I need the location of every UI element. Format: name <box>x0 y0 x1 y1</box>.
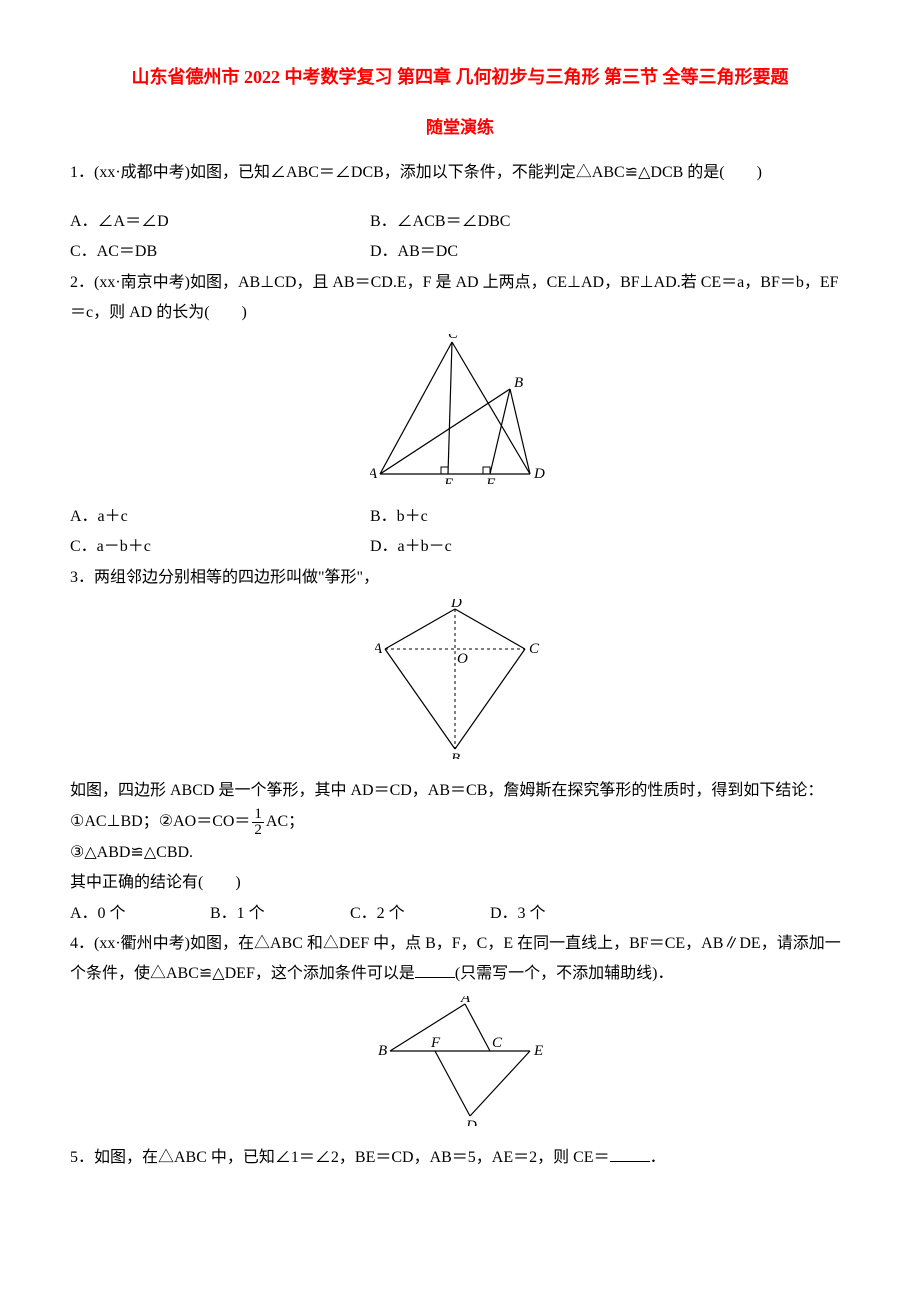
q2-optD: D．a＋b－c <box>370 532 850 562</box>
q4-stem-post: (只需写一个，不添加辅助线)． <box>455 965 674 982</box>
blank-fill <box>610 1145 650 1162</box>
q2-stem: 2．(xx·南京中考)如图，AB⊥CD，且 AB＝CD.E，F 是 AD 上两点… <box>70 268 850 329</box>
svg-text:B: B <box>451 751 460 759</box>
q4-stem: 4．(xx·衢州中考)如图，在△ABC 和△DEF 中，点 B，F，C，E 在同… <box>70 929 850 990</box>
q3-optD: D．3 个 <box>490 899 630 929</box>
q2-row1: A．a＋c B．b＋c <box>70 502 850 532</box>
q1-optD: D．AB＝DC <box>370 237 850 267</box>
title-main: 山东省德州市 2022 中考数学复习 第四章 几何初步与三角形 第三节 全等三角… <box>70 60 850 94</box>
fraction-half-icon: 12 <box>252 807 264 838</box>
svg-text:D: D <box>465 1118 477 1126</box>
q3-opts: A．0 个 B．1 个 C．2 个 D．3 个 <box>70 899 850 929</box>
title-sub: 随堂演练 <box>70 112 850 144</box>
svg-text:A: A <box>370 466 378 482</box>
svg-text:C: C <box>448 334 459 342</box>
svg-text:E: E <box>443 476 453 484</box>
q3-figure: A C D B O <box>70 599 850 770</box>
q5-stem-post: ． <box>650 1149 666 1166</box>
q1-optB: B．∠ACB＝∠DBC <box>370 207 850 237</box>
svg-text:A: A <box>375 641 383 657</box>
q2-optC: C．a－b＋c <box>70 532 370 562</box>
svg-text:O: O <box>457 651 468 667</box>
q1-row2: C．AC＝DB D．AB＝DC <box>70 237 850 267</box>
q3-conc2: ③△ABD≌△CBD. <box>70 838 850 868</box>
svg-text:A: A <box>460 996 471 1006</box>
q2-figure: A E F D C B <box>70 334 850 495</box>
svg-text:B: B <box>378 1043 387 1059</box>
blank-fill <box>415 961 455 978</box>
q3-optA: A．0 个 <box>70 899 210 929</box>
q5-stem-pre: 5．如图，在△ABC 中，已知∠1＝∠2，BE＝CD，AB＝5，AE＝2，则 C… <box>70 1149 610 1166</box>
svg-text:F: F <box>430 1035 441 1051</box>
q5-stem: 5．如图，在△ABC 中，已知∠1＝∠2，BE＝CD，AB＝5，AE＝2，则 C… <box>70 1143 850 1173</box>
q3-stem1: 3．两组邻边分别相等的四边形叫做"筝形"， <box>70 563 850 593</box>
q2-row2: C．a－b＋c D．a＋b－c <box>70 532 850 562</box>
q3-optB: B．1 个 <box>210 899 350 929</box>
q1-optA: A．∠A＝∠D <box>70 207 370 237</box>
q2-optA: A．a＋c <box>70 502 370 532</box>
svg-text:E: E <box>533 1043 543 1059</box>
q1-stem: 1．(xx·成都中考)如图，已知∠ABC＝∠DCB，添加以下条件，不能判定△AB… <box>70 158 850 188</box>
q1-optC: C．AC＝DB <box>70 237 370 267</box>
q1-row1: A．∠A＝∠D B．∠ACB＝∠DBC <box>70 207 850 237</box>
svg-text:C: C <box>529 641 540 657</box>
q3-ask: 其中正确的结论有( ) <box>70 868 850 898</box>
svg-text:D: D <box>450 599 462 611</box>
q3-c1-post: AC； <box>266 813 304 830</box>
q3-stem2: 如图，四边形 ABCD 是一个筝形，其中 AD＝CD，AB＝CB，詹姆斯在探究筝… <box>70 776 850 806</box>
q3-conc1: ①AC⊥BD；②AO＝CO＝12AC； <box>70 807 850 838</box>
q3-c1-pre: ①AC⊥BD；②AO＝CO＝ <box>70 813 250 830</box>
svg-text:C: C <box>492 1035 503 1051</box>
svg-text:F: F <box>485 476 496 484</box>
svg-text:D: D <box>533 466 545 482</box>
q2-optB: B．b＋c <box>370 502 850 532</box>
q3-optC: C．2 个 <box>350 899 490 929</box>
q4-figure: A B F C E D <box>70 996 850 1137</box>
svg-text:B: B <box>514 375 523 391</box>
